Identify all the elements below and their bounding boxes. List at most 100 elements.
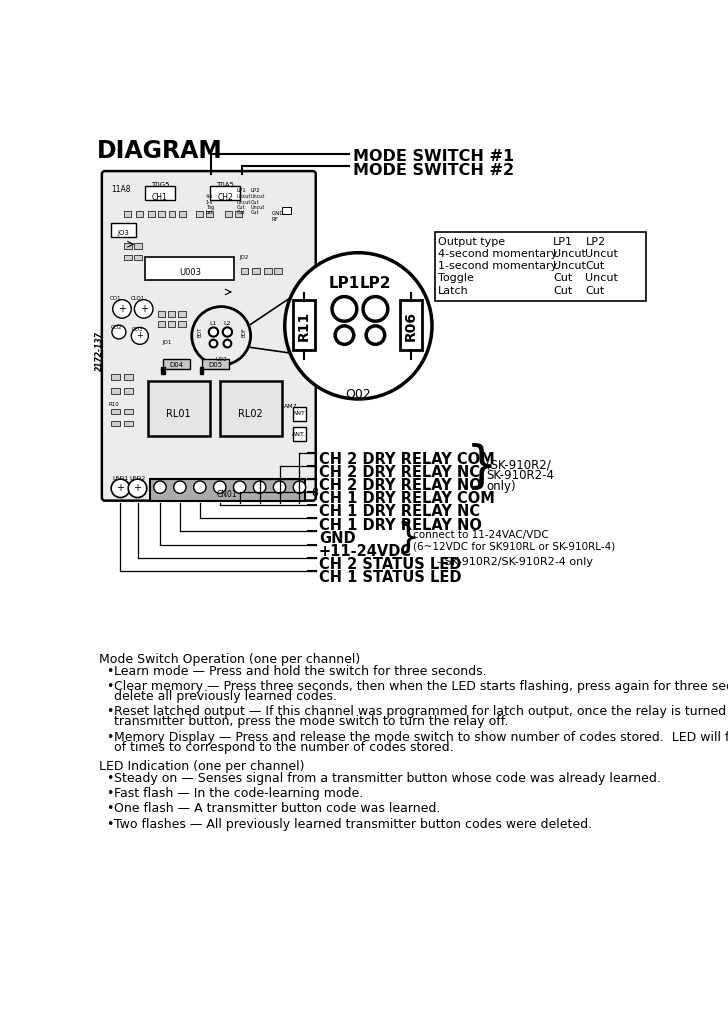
- Text: SK-910R2-4: SK-910R2-4: [486, 469, 554, 482]
- Bar: [161, 367, 165, 375]
- Bar: [111, 223, 136, 238]
- Bar: [150, 495, 305, 501]
- Text: Uncut: Uncut: [250, 205, 265, 210]
- Bar: [124, 420, 132, 426]
- Bar: [163, 359, 190, 369]
- Text: •: •: [106, 818, 114, 831]
- Text: •: •: [106, 771, 114, 785]
- Text: Reset latched output — If this channel was programmed for latch output, once the: Reset latched output — If this channel w…: [114, 705, 728, 719]
- Text: LP1: LP1: [553, 236, 573, 247]
- Text: R11: R11: [297, 311, 311, 341]
- Bar: [148, 211, 154, 216]
- Circle shape: [174, 481, 186, 493]
- Text: - SK-910R2/SK-910R2-4 only: - SK-910R2/SK-910R2-4 only: [437, 557, 593, 566]
- Circle shape: [111, 479, 130, 497]
- Bar: [167, 312, 175, 317]
- Circle shape: [253, 481, 266, 493]
- Text: only): only): [486, 480, 516, 493]
- Text: Fast flash — In the code-learning mode.: Fast flash — In the code-learning mode.: [114, 787, 363, 800]
- Text: •: •: [106, 705, 114, 719]
- Bar: [202, 359, 229, 369]
- Text: CO3: CO3: [132, 327, 143, 332]
- Text: •: •: [106, 665, 114, 678]
- Text: Tog: Tog: [206, 205, 214, 210]
- Bar: [206, 211, 213, 216]
- Text: Clear memory — Press three seconds, then when the LED starts flashing, press aga: Clear memory — Press three seconds, then…: [114, 680, 728, 693]
- Bar: [158, 211, 165, 216]
- Circle shape: [332, 296, 357, 321]
- Text: L1: L1: [210, 321, 217, 326]
- Text: Cut: Cut: [237, 205, 245, 210]
- Text: T0A5: T0A5: [216, 182, 234, 188]
- Bar: [264, 268, 272, 274]
- Circle shape: [366, 326, 384, 344]
- Text: One flash — A transmitter button code was learned.: One flash — A transmitter button code wa…: [114, 803, 440, 815]
- Text: ANT: ANT: [293, 411, 306, 416]
- Text: 1-s: 1-s: [206, 200, 213, 205]
- Circle shape: [128, 479, 147, 497]
- Text: Output type: Output type: [438, 236, 505, 247]
- Text: Latch: Latch: [438, 286, 469, 295]
- Bar: [135, 255, 142, 261]
- Text: MODE SWITCH #1: MODE SWITCH #1: [353, 149, 514, 163]
- Bar: [293, 426, 306, 441]
- Text: GND: GND: [272, 211, 284, 216]
- Text: Cut: Cut: [553, 286, 572, 295]
- Text: JO3: JO3: [118, 230, 130, 236]
- Text: L2: L2: [223, 321, 232, 326]
- Text: Cut: Cut: [585, 261, 605, 271]
- Bar: [435, 231, 646, 301]
- Bar: [111, 409, 120, 414]
- Text: LED2: LED2: [130, 476, 146, 481]
- Bar: [220, 381, 282, 436]
- Text: AM7: AM7: [284, 404, 298, 409]
- Text: +: +: [133, 483, 141, 493]
- Text: of times to correspond to the number of codes stored.: of times to correspond to the number of …: [114, 741, 454, 754]
- Text: CN01: CN01: [217, 490, 238, 498]
- Text: LED Indication (one per channel): LED Indication (one per channel): [99, 760, 304, 773]
- Bar: [178, 211, 186, 216]
- Text: BOT: BOT: [197, 327, 202, 337]
- Text: CH 2 DRY RELAY NC: CH 2 DRY RELAY NC: [319, 465, 480, 480]
- Text: GND: GND: [319, 531, 355, 546]
- Text: D04: D04: [169, 362, 183, 368]
- Circle shape: [154, 481, 166, 493]
- Text: Uncut: Uncut: [585, 249, 618, 259]
- Bar: [158, 321, 165, 327]
- Text: Cut: Cut: [237, 210, 245, 215]
- Text: 1-second momentary: 1-second momentary: [438, 261, 558, 271]
- Text: Cut: Cut: [585, 286, 605, 295]
- Bar: [178, 312, 186, 317]
- Bar: [124, 244, 132, 249]
- Text: CH 1 DRY RELAY COM: CH 1 DRY RELAY COM: [319, 491, 495, 506]
- Text: Uncut: Uncut: [237, 194, 251, 199]
- Text: T0G5: T0G5: [151, 182, 170, 188]
- Text: CLO1: CLO1: [130, 295, 145, 300]
- Circle shape: [234, 481, 246, 493]
- Text: ANT.: ANT.: [293, 432, 306, 437]
- Bar: [252, 268, 260, 274]
- Bar: [124, 388, 132, 394]
- Text: Toggle: Toggle: [438, 273, 474, 283]
- Bar: [111, 388, 120, 394]
- Text: LP1: LP1: [237, 188, 247, 193]
- Circle shape: [293, 481, 306, 493]
- Circle shape: [213, 481, 226, 493]
- Circle shape: [131, 328, 149, 344]
- Text: RF: RF: [272, 217, 278, 222]
- FancyBboxPatch shape: [102, 172, 316, 500]
- Circle shape: [112, 325, 126, 339]
- Text: +: +: [140, 303, 148, 314]
- Text: Two flashes — All previously learned transmitter button codes were deleted.: Two flashes — All previously learned tra…: [114, 818, 593, 831]
- Text: transmitter button, press the mode switch to turn the relay off.: transmitter button, press the mode switc…: [114, 716, 509, 729]
- Bar: [148, 381, 210, 436]
- Circle shape: [135, 299, 153, 318]
- Bar: [240, 268, 248, 274]
- Text: R06: R06: [404, 311, 418, 341]
- Circle shape: [363, 296, 388, 321]
- Bar: [178, 321, 186, 327]
- Text: Q02: Q02: [346, 388, 371, 401]
- Text: connect to 11-24VAC/VDC: connect to 11-24VAC/VDC: [414, 530, 549, 540]
- Bar: [197, 211, 203, 216]
- Text: +: +: [136, 331, 143, 340]
